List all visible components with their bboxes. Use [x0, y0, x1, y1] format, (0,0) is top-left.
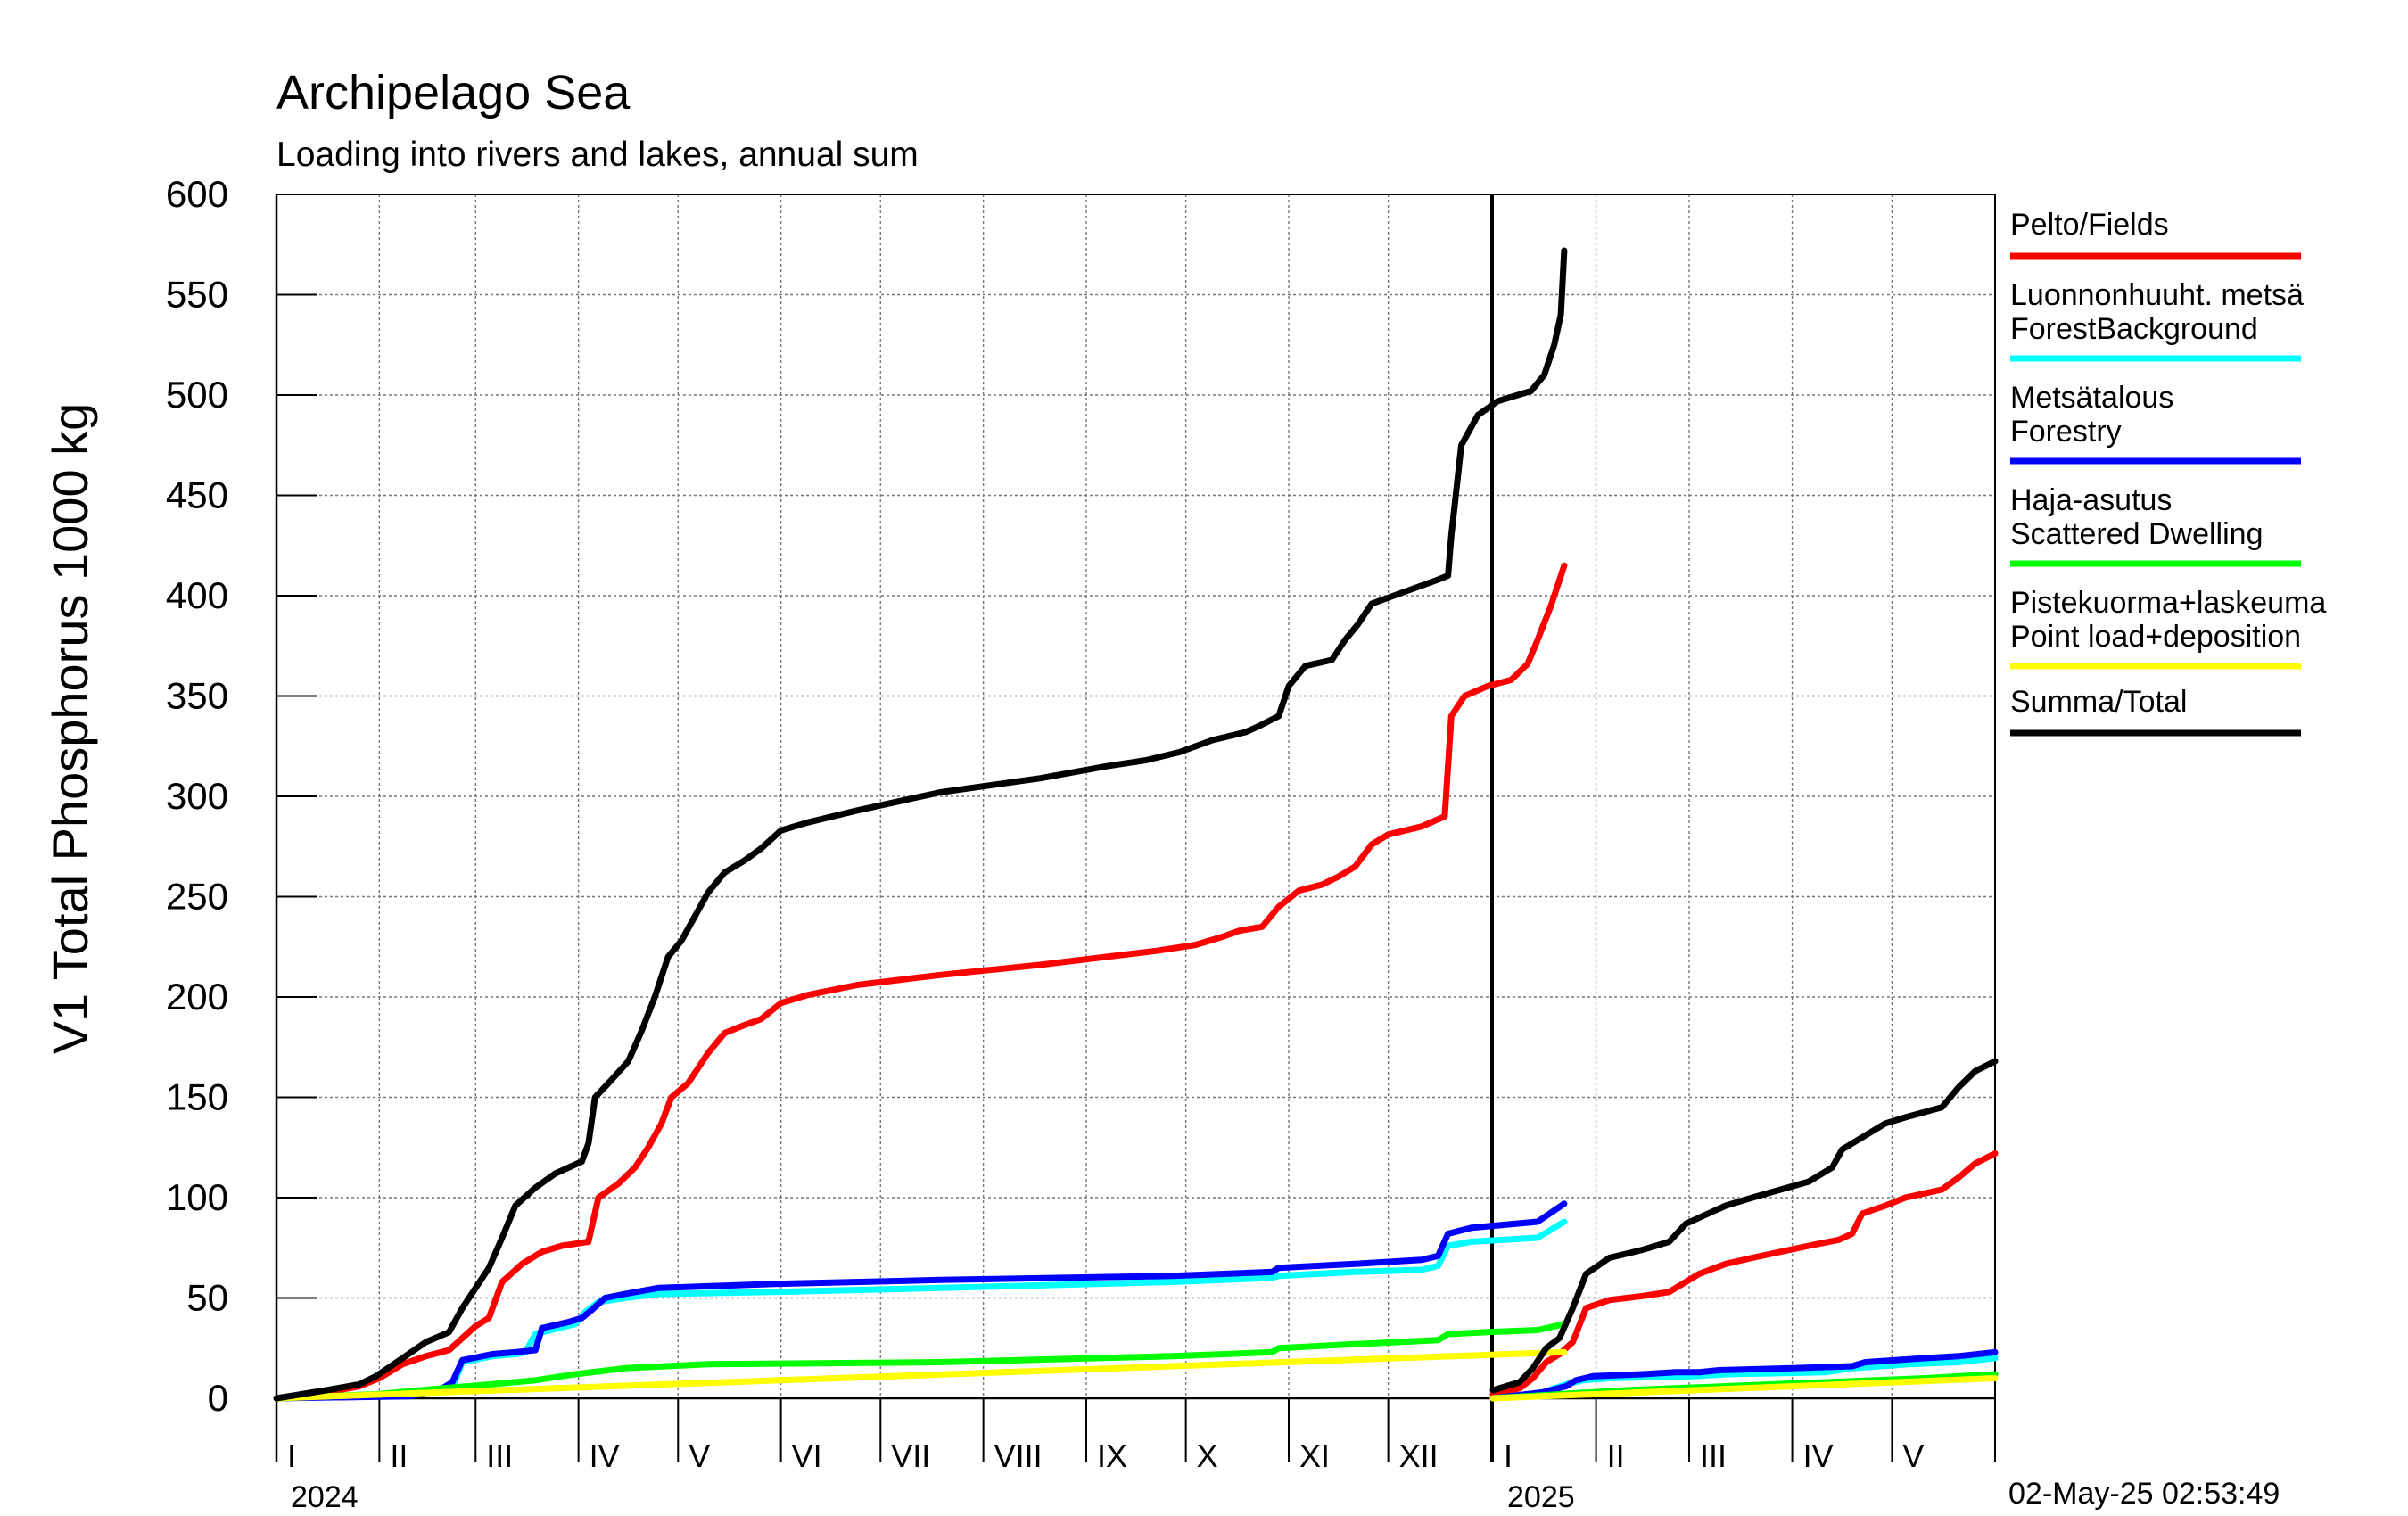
legend-label: Pelto/Fields: [2010, 208, 2169, 242]
y-tick-label: 450: [166, 474, 228, 516]
series-line: [273, 247, 1568, 1402]
legend-label: Metsätalous Forestry: [2010, 381, 2173, 449]
legend-label: Summa/Total: [2010, 685, 2187, 719]
y-tick-label: 500: [166, 374, 228, 416]
x-tick-label: VI: [792, 1438, 822, 1474]
chart-title: Archipelago Sea: [276, 66, 631, 119]
year-label: 2025: [1507, 1480, 1575, 1514]
timestamp: 02-May-25 02:53:49: [2008, 1477, 2280, 1511]
x-tick-label: V: [689, 1438, 710, 1474]
x-tick-label: II: [1607, 1438, 1625, 1474]
series-line: [273, 1218, 1568, 1402]
y-tick-label: 350: [166, 675, 228, 717]
y-tick-label: 600: [166, 173, 228, 215]
x-tick-label: IV: [1803, 1438, 1834, 1474]
y-tick-label: 50: [186, 1277, 228, 1319]
x-tick-label: III: [486, 1438, 513, 1474]
grid: [276, 194, 1995, 1398]
x-tick-label: I: [1504, 1438, 1513, 1474]
y-tick-label: 300: [166, 775, 228, 817]
x-tick-label: XI: [1299, 1438, 1330, 1474]
series-line: [273, 562, 1568, 1402]
year-label: 2024: [291, 1480, 359, 1514]
x-tick-label: I: [287, 1438, 296, 1474]
x-tick-label: IV: [590, 1438, 620, 1474]
x-tick-label: VII: [891, 1438, 930, 1474]
y-tick-label: 150: [166, 1076, 228, 1118]
x-tick-label: XII: [1399, 1438, 1439, 1474]
x-tick-label: VIII: [994, 1438, 1043, 1474]
axes: [275, 194, 1996, 1462]
legend-label: Pistekuorma+laskeuma Point load+depositio…: [2010, 586, 2326, 654]
chart-subtitle: Loading into rivers and lakes, annual su…: [276, 136, 919, 174]
y-tick-label: 100: [166, 1176, 228, 1218]
y-axis-label: V1 Total Phosphorus 1000 kg: [42, 403, 98, 1055]
y-tick-label: 400: [166, 574, 228, 616]
series-lines: [273, 247, 1999, 1402]
y-tick-label: 550: [166, 274, 228, 316]
series-line: [273, 1200, 1568, 1402]
x-tick-label: III: [1700, 1438, 1727, 1474]
legend-label: Luonnonhuuht. metsä ForestBackground: [2010, 278, 2304, 346]
series-line: [1489, 1058, 1999, 1394]
y-tick-label: 200: [166, 976, 228, 1018]
series-line: [273, 1321, 1568, 1402]
legend-label: Haja-asutus Scattered Dwelling: [2010, 483, 2263, 551]
series-line: [273, 1348, 1568, 1402]
y-tick-label: 0: [208, 1377, 228, 1419]
series-line: [1489, 1375, 1999, 1402]
x-tick-label: IX: [1097, 1438, 1127, 1474]
x-tick-label: V: [1902, 1438, 1924, 1474]
x-tick-label: II: [390, 1438, 408, 1474]
x-tick-label: X: [1197, 1438, 1218, 1474]
y-tick-label: 250: [166, 876, 228, 918]
legend: Pelto/Fields Luonnonhuuht. metsä ForestBac…: [2010, 208, 2326, 737]
series-line: [1489, 1348, 1999, 1402]
